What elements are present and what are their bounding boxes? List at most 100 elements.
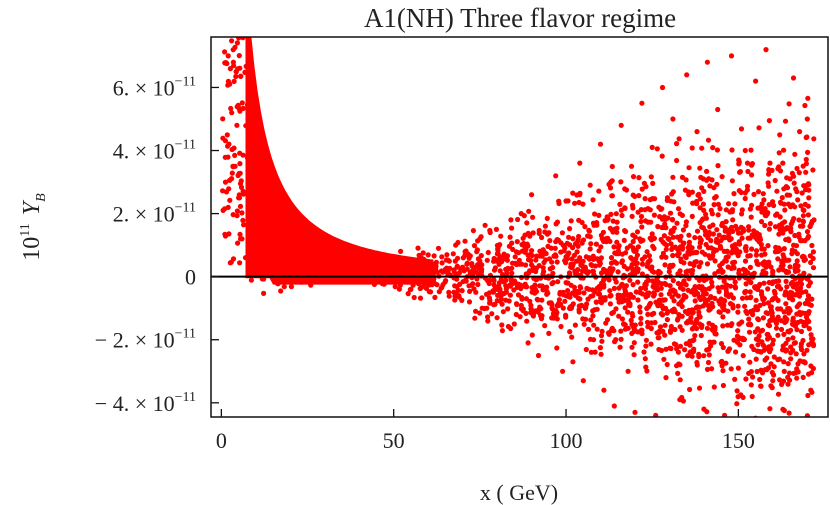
scatter-point: [646, 258, 652, 265]
scatter-point: [563, 312, 569, 318]
scatter-point: [745, 168, 751, 175]
scatter-point: [647, 197, 653, 203]
scatter-point: [757, 376, 763, 383]
scatter-point: [677, 377, 683, 383]
scatter-point: [674, 363, 680, 369]
scatter-point: [788, 356, 794, 362]
scatter-point: [346, 261, 352, 267]
scatter-point: [464, 266, 470, 272]
scatter-point: [498, 292, 504, 298]
scatter-point: [336, 254, 342, 260]
scatter-point: [700, 201, 707, 207]
scatter-point: [754, 306, 760, 312]
scatter-point: [722, 298, 728, 304]
scatter-point: [748, 369, 755, 375]
scatter-point: [653, 412, 659, 417]
scatter-point: [716, 289, 722, 295]
scatter-point: [734, 333, 741, 339]
scatter-point: [781, 254, 787, 260]
scatter-point: [751, 191, 757, 197]
scatter-point: [757, 302, 763, 308]
scatter-point: [674, 252, 681, 258]
scatter-point: [512, 254, 518, 260]
scatter-point: [738, 189, 744, 196]
scatter-point: [484, 305, 490, 311]
scatter-point: [682, 347, 688, 353]
scatter-point: [739, 211, 745, 217]
scatter-point: [704, 177, 710, 183]
scatter-point: [237, 161, 243, 167]
scatter-point: [392, 284, 398, 290]
scatter-point: [798, 328, 805, 335]
scatter-point: [777, 214, 783, 220]
scatter-point: [577, 255, 583, 261]
scatter-point: [275, 281, 281, 287]
scatter-point: [664, 195, 671, 201]
scatter-point: [236, 37, 242, 41]
scatter-point: [569, 256, 575, 262]
scatter-point: [714, 181, 720, 187]
scatter-point: [675, 316, 681, 322]
scatter-point: [719, 358, 725, 364]
scatter-point: [705, 137, 712, 143]
scatter-point: [692, 235, 698, 241]
scatter-point: [556, 200, 562, 207]
scatter-point: [674, 234, 681, 240]
scatter-point: [671, 306, 677, 312]
scatter-point: [755, 317, 762, 323]
scatter-point: [781, 309, 787, 315]
scatter-point: [543, 257, 549, 263]
scatter-point: [485, 314, 491, 320]
scatter-point: [731, 265, 737, 271]
scatter-point: [675, 370, 681, 376]
scatter-point: [796, 170, 802, 176]
scatter-point: [630, 232, 636, 238]
scatter-point: [730, 295, 737, 301]
scatter-point: [777, 132, 783, 138]
scatter-point: [803, 134, 809, 141]
scatter-point: [759, 252, 765, 258]
scatter-point: [591, 322, 597, 328]
scatter-point: [371, 256, 377, 262]
scatter-point: [692, 333, 698, 339]
scatter-point: [761, 296, 767, 302]
scatter-point: [666, 269, 672, 275]
scatter-point: [791, 242, 797, 248]
scatter-point: [658, 285, 664, 291]
scatter-point: [477, 236, 483, 242]
scatter-point: [533, 268, 539, 275]
scatter-point: [497, 268, 503, 274]
scatter-point: [588, 241, 594, 247]
scatter-point: [491, 255, 497, 262]
scatter-point: [596, 262, 603, 268]
scatter-point: [697, 314, 703, 320]
scatter-point: [659, 84, 666, 91]
scatter-point: [752, 284, 759, 290]
scatter-point: [572, 200, 578, 206]
scatter-point: [533, 257, 539, 263]
scatter-point: [633, 247, 639, 254]
scatter-point: [513, 311, 519, 318]
scatter-point: [239, 236, 245, 242]
scatter-point: [676, 312, 682, 318]
scatter-point: [507, 234, 513, 240]
scatter-point: [397, 282, 403, 288]
scatter-point: [621, 263, 627, 269]
scatter-point: [786, 257, 792, 263]
scatter-point: [788, 221, 794, 227]
scatter-point: [467, 288, 473, 294]
scatter-point: [472, 315, 478, 321]
scatter-point: [804, 413, 810, 417]
scatter-point: [572, 241, 579, 247]
x-tick-label: 150: [722, 428, 755, 453]
scatter-point: [509, 270, 515, 276]
scatter-point: [687, 386, 693, 393]
scatter-point: [747, 253, 753, 259]
scatter-point: [733, 223, 739, 229]
scatter-point: [649, 144, 655, 150]
scatter-point: [797, 129, 803, 135]
scatter-point: [760, 315, 767, 321]
scatter-point: [715, 106, 721, 113]
scatter-point: [592, 211, 598, 217]
scatter-point: [696, 385, 703, 391]
